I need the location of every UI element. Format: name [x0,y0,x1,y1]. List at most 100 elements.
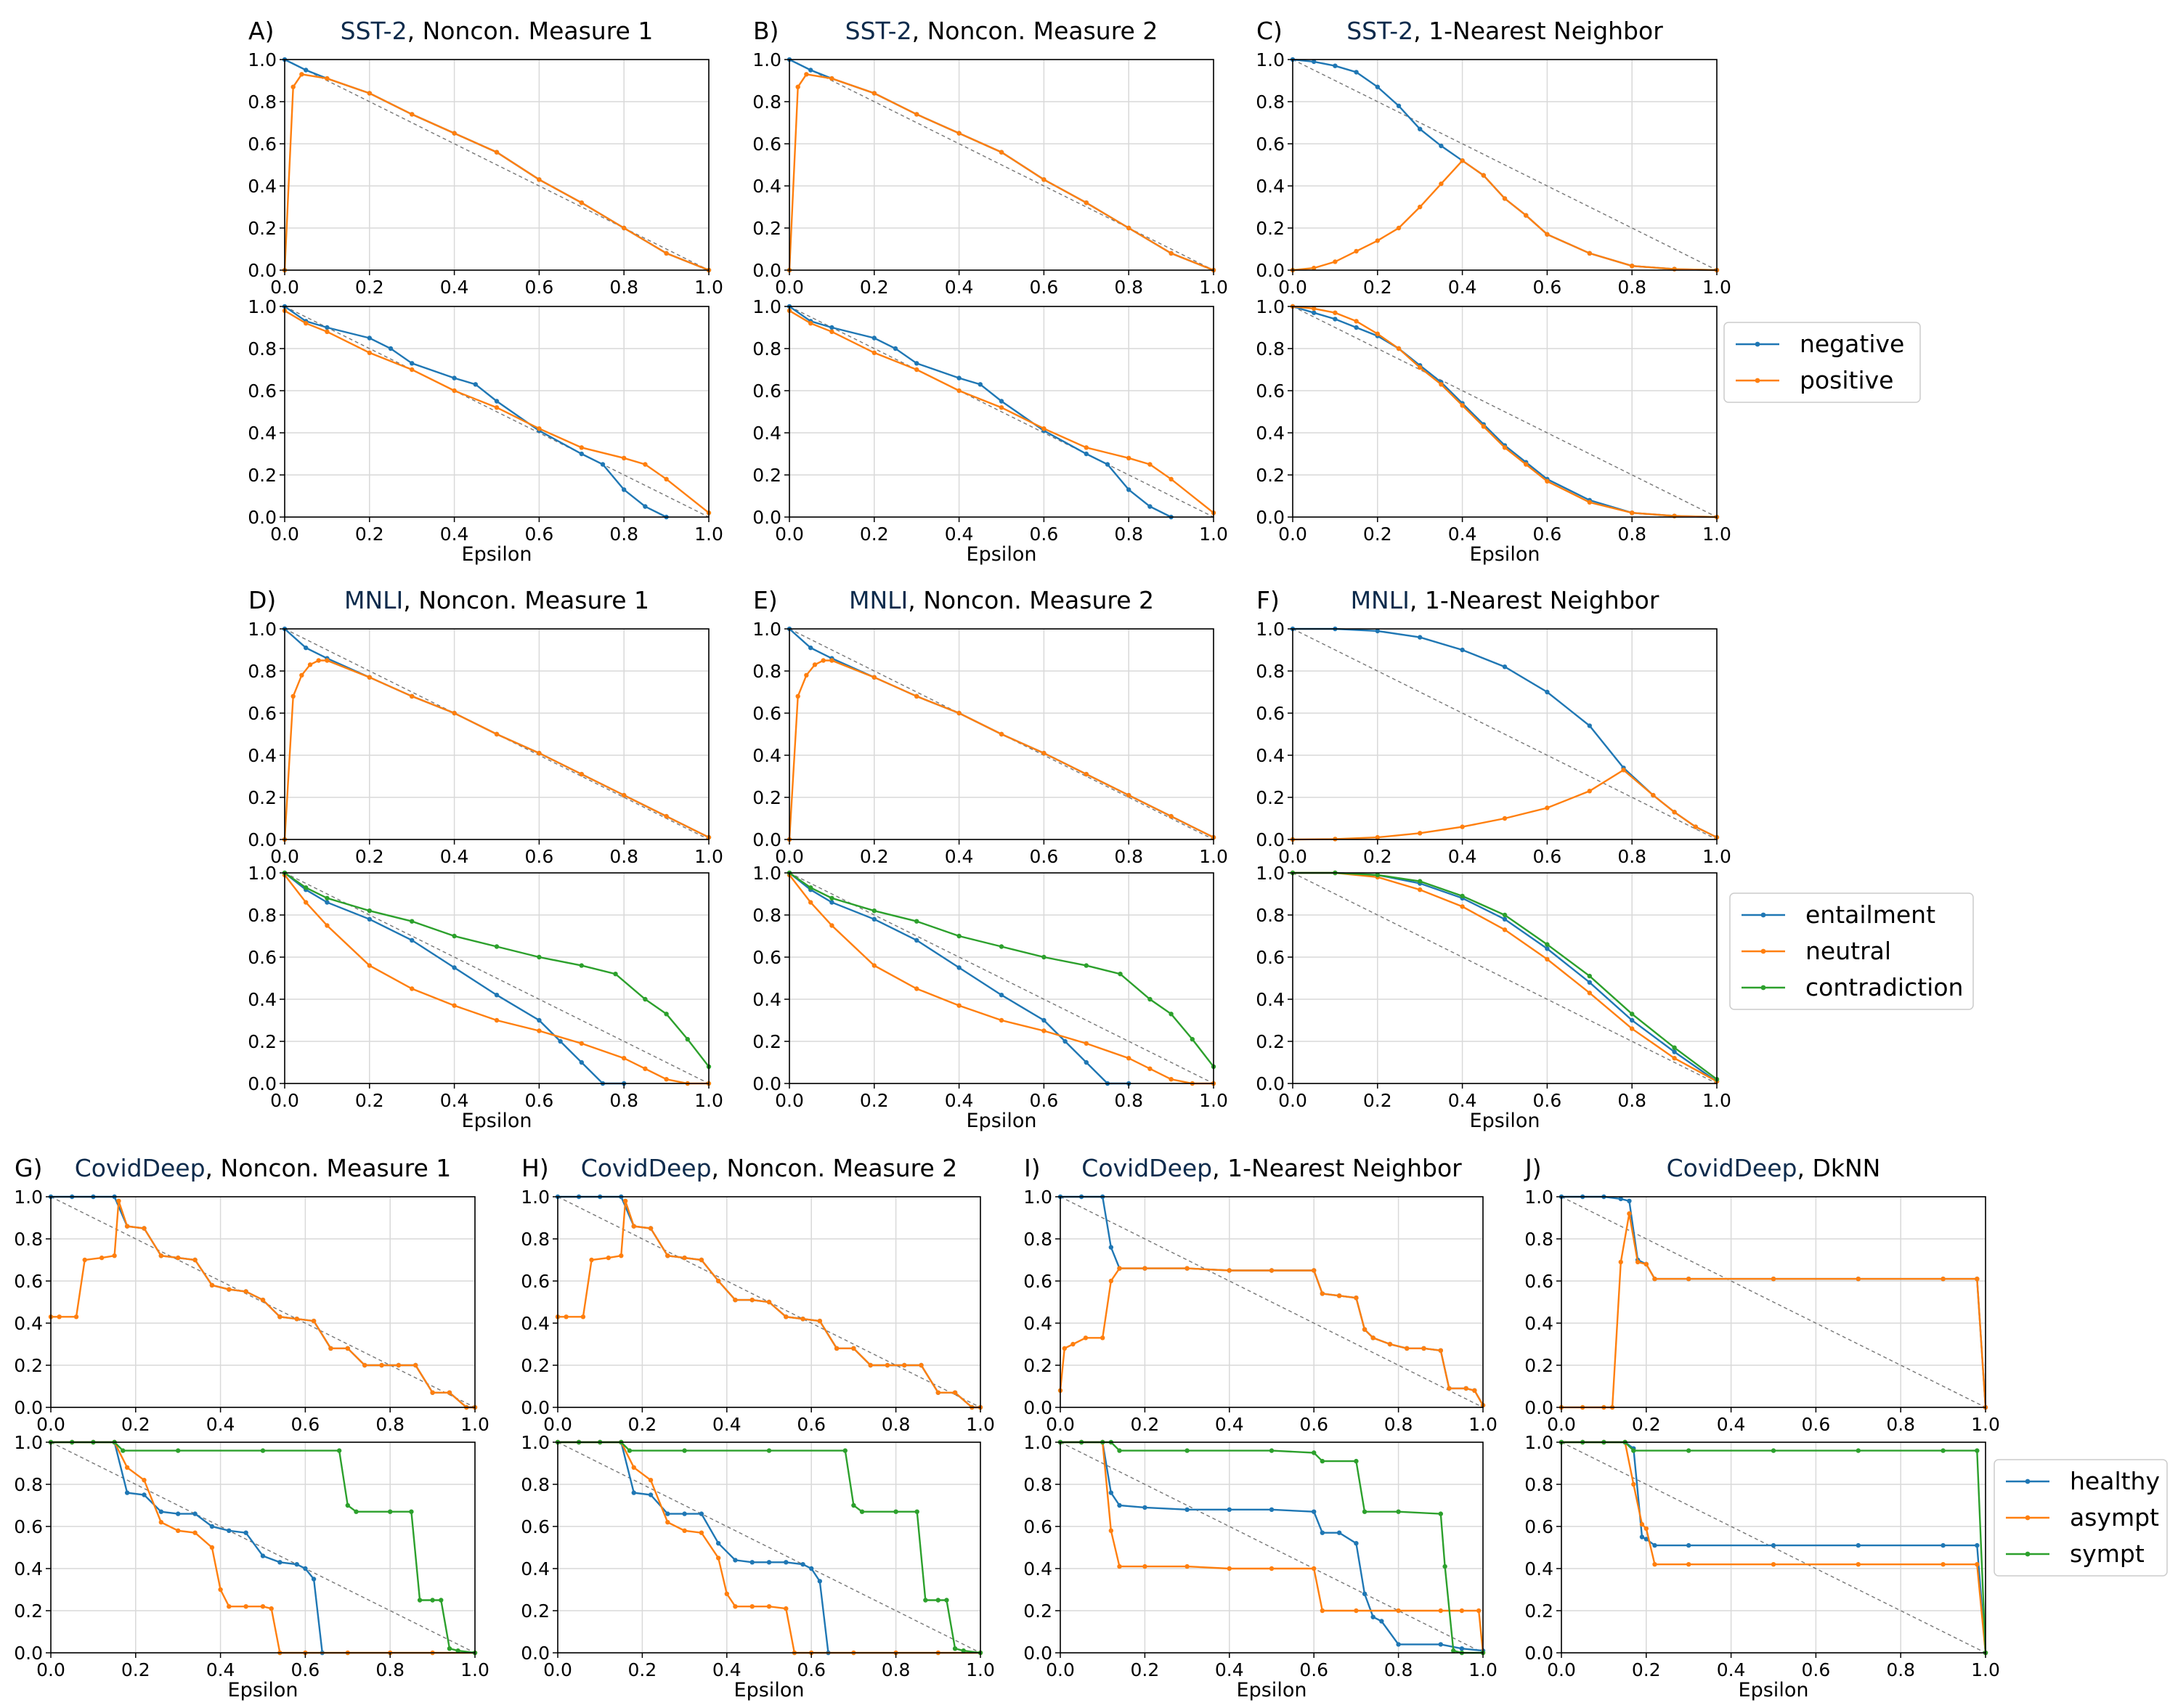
data-point-asympt [1312,1268,1317,1273]
data-point-contradiction [1190,1036,1195,1042]
data-point-asympt [99,1255,105,1261]
series-line-neutral [788,659,1214,840]
data-point-contradiction [367,908,372,914]
data-point-positive [1545,479,1550,484]
data-point-neutral [1502,927,1508,932]
data-point-sympt [1269,1448,1275,1453]
x-tick-label: 0.0 [270,277,299,298]
data-point-entailment [871,916,877,922]
data-point-neutral [367,963,372,968]
x-tick-label: 0.8 [1114,846,1143,867]
data-point-asympt [749,1604,755,1609]
title-dataset: MNLI [849,586,908,614]
data-point-neutral [1126,792,1131,798]
y-tick-label: 1.0 [752,863,781,884]
y-tick-label: 0.8 [14,1229,43,1250]
data-point-negative [1333,317,1338,322]
data-point-sympt [1686,1448,1691,1453]
data-point-healthy [260,1553,266,1558]
x-tick-label: 0.6 [1533,846,1562,867]
series-line-contradiction [1293,871,1718,1081]
data-point-asympt [1387,1341,1393,1347]
data-point-neutral [1621,768,1626,773]
y-tick-label: 0.0 [1256,829,1285,850]
legend-mnli: entailment neutral contradiction [1729,892,1974,1010]
panel-title: MNLI, Noncon. Measure 1 [344,586,649,614]
legend-label-asympt: asympt [2070,1503,2159,1532]
panel-18: 0.00.0 0.2 0.2 0.4 0.4 0.6 0.6 0.8 0.8 1.0 1.0 J) Co… [1524,1154,2000,1435]
data-point-neutral [664,1077,669,1082]
data-point-positive [452,388,457,394]
x-tick-label: 0.6 [1030,846,1059,867]
y-tick-label: 0.6 [752,703,781,724]
x-tick-label: 0.4 [945,1090,974,1111]
y-tick-label: 0.6 [1256,381,1285,402]
data-point-entailment [999,993,1004,998]
x-tick-label: 0.2 [1131,1414,1160,1435]
data-point-sympt [682,1448,687,1453]
data-point-asympt [311,1318,317,1324]
y-tick-label: 0.8 [752,338,781,359]
data-point-neutral [1126,1056,1131,1061]
data-point-sympt [336,1448,342,1453]
plot-frame [789,872,1214,1084]
x-tick-label: 1.0 [1199,524,1228,545]
data-point-neutral [1460,824,1465,829]
data-point-healthy [1354,1541,1359,1546]
data-point-positive [579,200,584,206]
data-point-positive [1126,225,1131,231]
data-point-asympt [1463,1386,1468,1391]
data-point-sympt [893,1509,898,1514]
data-point-healthy [1336,1530,1342,1535]
data-point-asympt [1070,1341,1076,1347]
data-point-positive [914,112,919,117]
data-point-asympt [1142,1563,1147,1569]
y-tick-label: 0.2 [248,218,277,239]
data-point-asympt [209,1545,215,1550]
panel-title: CovidDeep, 1-Nearest Neighbor [1081,1154,1462,1182]
data-point-entailment [1375,628,1381,634]
data-point-positive [804,72,809,77]
y-tick-label: 0.6 [752,134,781,155]
data-point-asympt [124,1465,130,1471]
y-tick-label: 1.0 [1256,49,1285,70]
data-point-neutral [307,662,313,667]
diagonal-line [50,1441,476,1654]
x-tick-label: 0.6 [291,1414,320,1435]
data-point-neutral [452,710,457,716]
x-tick-label: 0.6 [1299,1659,1328,1680]
plot-frame [1292,628,1718,840]
x-tick-label: 0.2 [628,1414,657,1435]
data-point-healthy [124,1490,130,1495]
series-line-entailment [1293,627,1718,839]
data-point-asympt [952,1390,958,1395]
data-point-neutral [622,792,627,798]
data-point-neutral [1672,1056,1677,1061]
diagonal-line [1060,1196,1484,1408]
data-point-asympt [1362,1327,1368,1332]
panel-10: 0.00.0 0.2 0.2 0.4 0.4 0.6 0.6 0.8 0.8 1.0 1.0 F) MN… [1256,586,1731,867]
data-point-positive [829,76,834,81]
series-line-neutral [283,659,710,840]
y-tick-label: 0.8 [521,1474,550,1495]
series-line-contradiction [284,872,710,1068]
data-point-asympt [294,1317,299,1322]
data-point-contradiction [1084,963,1089,968]
x-tick-label: 0.2 [1363,1090,1392,1111]
data-point-asympt [1476,1608,1482,1614]
plot-frame [789,306,1214,518]
data-point-asympt [1227,1268,1232,1273]
data-point-positive [410,112,415,117]
data-point-negative [643,504,648,509]
data-point-neutral [1587,789,1592,794]
y-tick-label: 0.4 [1256,176,1285,197]
y-tick-label: 0.2 [14,1355,43,1376]
data-point-negative [1333,63,1338,68]
panel-letter: H) [521,1154,549,1182]
x-tick-label: 1.0 [1468,1659,1498,1680]
x-tick-label: 0.8 [1886,1659,1915,1680]
data-point-asympt [935,1390,941,1395]
title-method: , DkNN [1797,1154,1880,1182]
diagonal-line [789,872,1214,1084]
data-point-neutral [1418,831,1423,836]
